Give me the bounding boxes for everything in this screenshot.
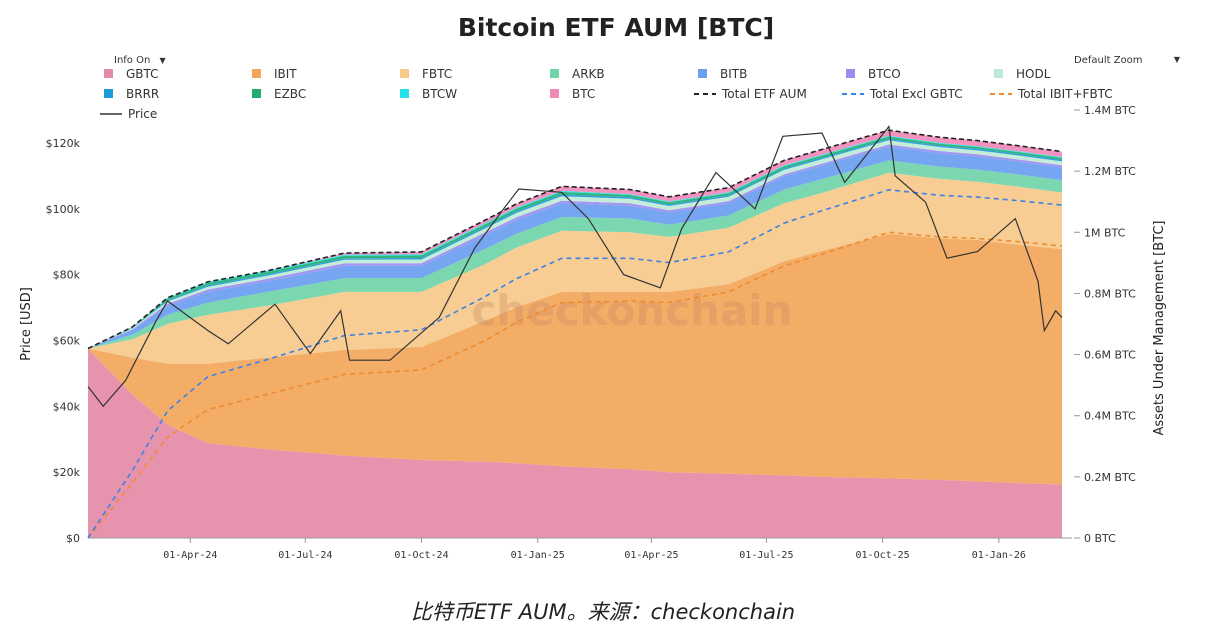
figure-caption: 比特币ETF AUM。来源：checkonchain — [410, 600, 796, 624]
y-left-axis-label: Price [USD] — [19, 287, 34, 361]
watermark: checkonchain — [471, 286, 792, 335]
legend-swatch-btc — [550, 89, 559, 98]
zoom-select-label: Default Zoom — [1074, 55, 1143, 66]
x-tick-label: 01-Jul-24 — [278, 550, 332, 561]
x-tick-label: 01-Oct-25 — [856, 550, 910, 561]
info-toggle-label: Info On — [114, 55, 151, 66]
x-tick-label: 01-Jan-26 — [972, 550, 1026, 561]
area-gbtc — [88, 348, 1062, 538]
legend-swatch-btco — [846, 69, 855, 78]
legend-swatch-fbtc — [400, 69, 409, 78]
y-right-tick-label: 0.8M BTC — [1084, 287, 1136, 300]
legend-label-gbtc: GBTC — [126, 67, 159, 81]
line-total-excl-gbtc — [87, 188, 1063, 539]
legend-label-total-etf-aum: Total ETF AUM — [721, 87, 807, 101]
x-tick-label: 01-Oct-24 — [394, 550, 448, 561]
y-right-tick-label: 1.2M BTC — [1084, 165, 1136, 178]
watermark-group: checkonchain — [471, 286, 792, 335]
line-price — [87, 125, 1063, 408]
legend-swatch-ibit — [252, 69, 261, 78]
y-right-tick-label: 0.4M BTC — [1084, 410, 1136, 423]
chart: Bitcoin ETF AUM [BTC] checkonchain 01-Ap… — [19, 13, 1167, 561]
y-left-tick-label: $60k — [53, 334, 81, 347]
legend: GBTC IBIT FBTC ARKB BITB BTCO HODL BRRR EZBC BTCW… — [100, 67, 1113, 121]
area-arkb — [88, 160, 1062, 349]
y-right-tick-label: 1.4M BTC — [1084, 104, 1136, 117]
area-fbtc — [88, 172, 1062, 364]
legend-swatch-gbtc — [104, 69, 113, 78]
legend-label-ibit: IBIT — [274, 67, 297, 81]
stacked-areas — [88, 130, 1062, 538]
legend-label-arkb: ARKB — [572, 67, 605, 81]
y-right-tick-label: 0.6M BTC — [1084, 349, 1136, 362]
legend-label-bitb: BITB — [720, 67, 747, 81]
y-left-tick-label: $0 — [66, 532, 80, 545]
legend-swatch-arkb — [550, 69, 559, 78]
y-left-tick-label: $20k — [53, 466, 81, 479]
x-tick-label: 01-Jan-25 — [511, 550, 565, 561]
chevron-down-icon: ▼ — [1173, 55, 1180, 64]
legend-label-btcw: BTCW — [422, 87, 457, 101]
area-bitb — [88, 146, 1062, 349]
legend-swatch-bitb — [698, 69, 707, 78]
area-ibit — [88, 233, 1062, 485]
legend-label-btc: BTC — [572, 87, 595, 101]
chart-title: Bitcoin ETF AUM [BTC] — [458, 13, 774, 42]
chevron-down-icon: ▼ — [159, 56, 166, 65]
legend-label-ezbc: EZBC — [274, 87, 306, 101]
legend-label-hodl: HODL — [1016, 67, 1051, 81]
line-total-etf-aum — [87, 129, 1063, 350]
total-lines — [87, 125, 1063, 539]
x-tick-label: 01-Jul-25 — [739, 550, 793, 561]
axes: 01-Apr-24 01-Jul-24 01-Oct-24 01-Jan-25 01-A… — [19, 104, 1167, 561]
y-right-axis-label: Assets Under Management [BTC] — [1152, 220, 1167, 435]
y-left-tick-label: $120k — [46, 137, 81, 150]
zoom-select-dropdown[interactable]: Default Zoom ▼ — [1068, 55, 1188, 69]
y-right-tick-label: 1M BTC — [1084, 226, 1126, 239]
line-total-ibit-fbtc — [87, 231, 1063, 539]
x-tick-label: 01-Apr-24 — [163, 550, 217, 561]
legend-label-total-excl-gbtc: Total Excl GBTC — [869, 87, 963, 101]
legend-label-fbtc: FBTC — [422, 67, 452, 81]
legend-label-total-ibit-fbtc: Total IBIT+FBTC — [1017, 87, 1113, 101]
y-right-tick-label: 0 BTC — [1084, 532, 1116, 545]
legend-label-btco: BTCO — [868, 67, 901, 81]
legend-label-brrr: BRRR — [126, 87, 159, 101]
legend-label-price: Price — [128, 107, 157, 121]
y-left-tick-label: $40k — [53, 400, 81, 413]
legend-swatch-ezbc — [252, 89, 261, 98]
info-toggle-dropdown[interactable]: Info On ▼ — [108, 55, 178, 69]
y-left-tick-label: $80k — [53, 269, 81, 282]
y-right-tick-label: 0.2M BTC — [1084, 471, 1136, 484]
legend-swatch-hodl — [994, 69, 1003, 78]
y-left-tick-label: $100k — [46, 203, 81, 216]
x-tick-label: 01-Apr-25 — [624, 550, 678, 561]
legend-swatch-btcw — [400, 89, 409, 98]
legend-swatch-brrr — [104, 89, 113, 98]
